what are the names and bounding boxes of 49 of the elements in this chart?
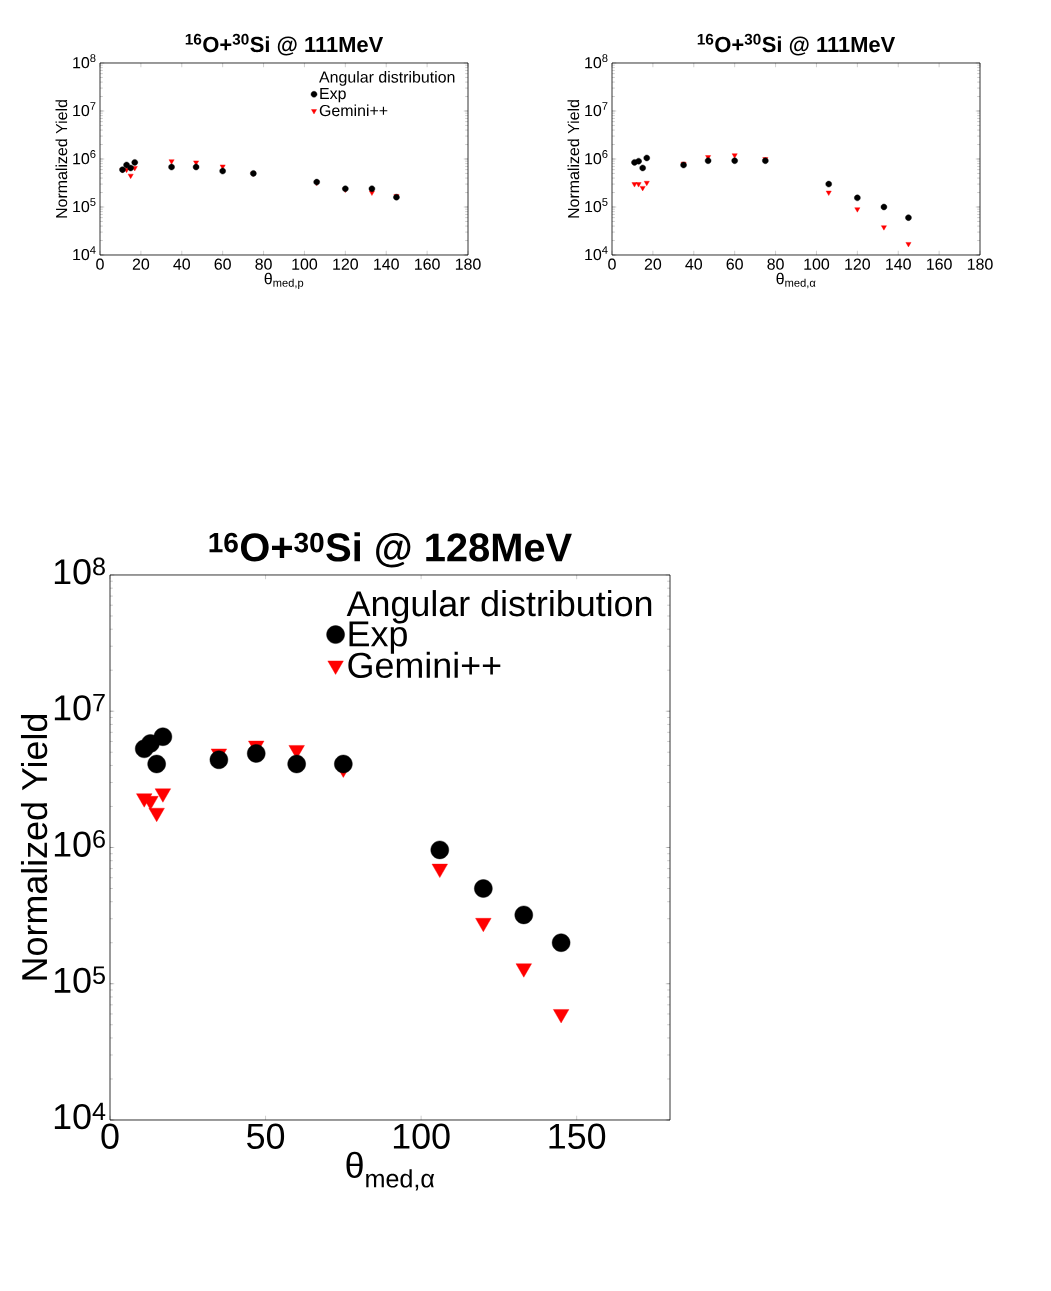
legend-title: Angular distribution [319,71,455,86]
y-tick-label: 10$^{4}$ [73,246,96,261]
x-axis-title: θ$_{med,α}$ [346,1151,435,1191]
y-tick-label: 10$^{6}$ [73,150,96,165]
y-tick-label: 10$^{7}$ [73,102,96,117]
x-tick-label: 140 [374,258,399,270]
x-tick-label: 160 [927,258,952,270]
x-tick-label: 50 [247,1123,285,1149]
y-tick-label: 10$^{6}$ [54,830,105,857]
y-axis-title: Normalized Yield [567,100,580,218]
x-tick-label: 100 [292,258,318,270]
x-tick-label: 60 [726,258,743,270]
chart-title: $^{16}$O+$^{30}$Si @ 111MeV [185,33,384,56]
x-axis-title: θ$_{med,α}$ [776,272,816,289]
y-tick-label: 10$^{8}$ [54,557,105,585]
x-tick-label: 40 [173,258,191,270]
x-tick-label: 120 [333,258,358,270]
x-tick-label: 0 [96,258,104,270]
y-tick-label: 10$^{8}$ [585,54,608,69]
x-tick-label: 160 [415,258,440,270]
x-tick-label: 80 [767,258,784,270]
x-tick-label: 60 [214,258,231,270]
x-tick-label: 0 [608,258,616,270]
x-tick-label: 120 [845,258,870,270]
legend-label: Exp [320,88,346,103]
y-axis-title: Normalized Yield [55,100,68,218]
x-axis-title: θ$_{med,p}$ [264,272,304,290]
legend-label: Gemini++ [319,104,388,117]
x-tick-label: 180 [455,258,481,270]
y-tick-label: 10$^{7}$ [54,693,105,721]
x-tick-label: 80 [255,258,272,270]
x-tick-label: 140 [886,258,911,270]
y-tick-label: 10$^{6}$ [585,150,608,165]
x-tick-label: 20 [132,258,150,270]
x-tick-label: 40 [685,258,703,270]
x-tick-label: 20 [644,258,662,270]
y-tick-label: 10$^{8}$ [73,54,96,69]
y-tick-label: 10$^{5}$ [54,966,105,994]
x-tick-label: 180 [967,258,993,270]
y-tick-label: 10$^{4}$ [585,246,608,261]
x-tick-label: 100 [393,1123,450,1149]
y-tick-label: 10$^{5}$ [73,198,96,213]
chart-title: $^{16}$O+$^{30}$Si @ 111MeV [697,33,896,56]
x-tick-label: 100 [804,258,830,270]
y-tick-label: 10$^{7}$ [585,102,608,117]
y-axis-title: Normalized Yield [20,714,48,980]
chart-title: $^{16}$O+$^{30}$Si @ 128MeV [209,532,572,568]
y-tick-label: 10$^{5}$ [585,198,608,213]
x-tick-label: 150 [549,1123,606,1149]
